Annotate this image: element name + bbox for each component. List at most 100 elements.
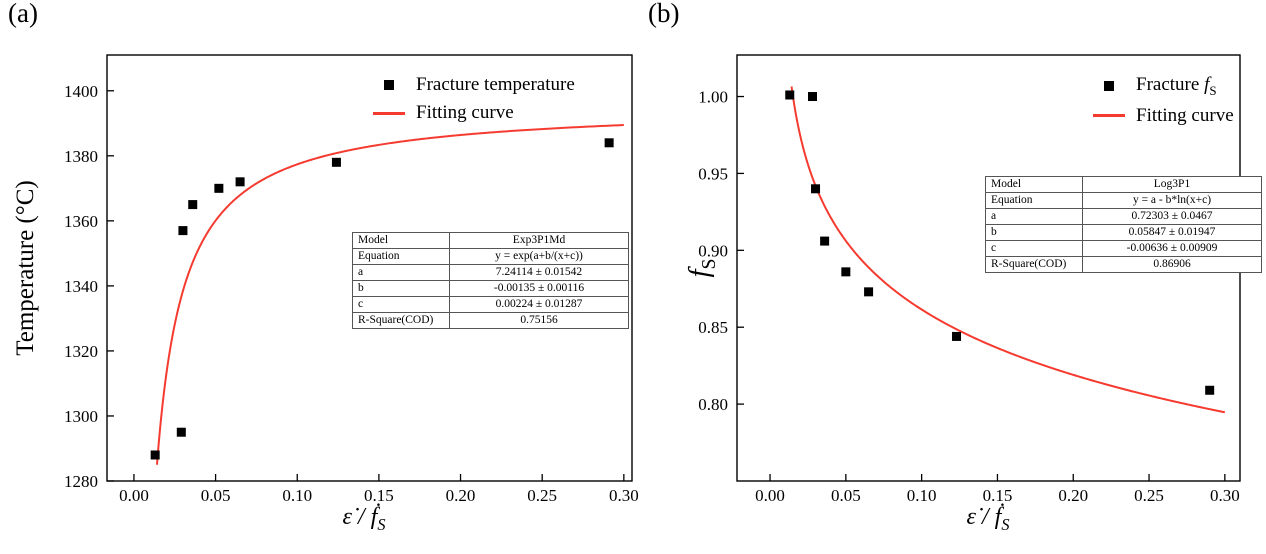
y-tick-label: 1360 xyxy=(64,212,98,231)
x-tick-label: 0.25 xyxy=(1134,486,1164,505)
legend-marker-slot xyxy=(1092,114,1126,118)
label-subscript: S xyxy=(377,514,386,534)
fit-results-inset: Model Log3P1 Equation y = a - b*ln(x+c) a 0.7… xyxy=(985,176,1262,273)
fit-param-name: c xyxy=(352,296,450,313)
fit-table-row: Model Exp3P1Md xyxy=(352,232,629,249)
fit-param-value: -0.00636 ± 0.00909 xyxy=(1082,240,1262,257)
x-tick-label: 0.05 xyxy=(201,486,231,505)
fit-table-row: Equation y = a - b*ln(x+c) xyxy=(985,192,1262,209)
x-axis-label: ε̇ / ḟS xyxy=(967,504,1010,535)
panel-label-a: (a) xyxy=(8,0,38,28)
fit-param-value: -0.00135 ± 0.00116 xyxy=(449,280,629,297)
x-tick-label: 0.30 xyxy=(609,486,639,505)
data-point-marker xyxy=(1205,385,1215,395)
x-tick-label: 0.00 xyxy=(119,486,149,505)
data-point-marker xyxy=(811,184,821,194)
fit-param-name: Equation xyxy=(352,248,450,265)
fit-param-value: 0.00224 ± 0.01287 xyxy=(449,296,629,313)
fit-param-name: R-Square(COD) xyxy=(985,256,1083,273)
data-point-marker xyxy=(188,200,198,210)
fit-results-table: Model Exp3P1Md Equation y = exp(a+b/(x+c)) a… xyxy=(352,232,629,329)
data-point-marker xyxy=(176,427,186,437)
fit-param-name: a xyxy=(985,208,1083,225)
y-tick-label: 1280 xyxy=(64,472,98,491)
fit-param-value: y = exp(a+b/(x+c)) xyxy=(449,248,629,265)
data-point-marker xyxy=(807,92,817,102)
fit-param-name: c xyxy=(985,240,1083,257)
x-tick-label: 0.25 xyxy=(527,486,557,505)
label-subscript: S xyxy=(697,258,720,270)
fit-param-name: R-Square(COD) xyxy=(352,312,450,329)
fit-table-row: b -0.00135 ± 0.00116 xyxy=(352,280,629,297)
x-tick-label: 0.20 xyxy=(1058,486,1088,505)
legend-entry: Fracture fS xyxy=(1092,74,1234,99)
scatter-marker-icon xyxy=(1104,81,1114,92)
legend-label: Fracture temperature xyxy=(416,74,575,96)
fit-param-value: y = a - b*ln(x+c) xyxy=(1082,192,1262,209)
data-point-marker xyxy=(864,287,874,297)
fitting-curve xyxy=(155,124,624,465)
fit-param-name: Model xyxy=(352,232,450,249)
fit-table-row: b 0.05847 ± 0.01947 xyxy=(985,224,1262,241)
fit-table-row: Equation y = exp(a+b/(x+c)) xyxy=(352,248,629,265)
data-point-marker xyxy=(178,226,188,236)
label-text: Fracture temperature xyxy=(416,74,575,95)
fitting-curve xyxy=(790,86,1226,414)
fit-table-row: a 7.24114 ± 0.01542 xyxy=(352,264,629,281)
y-tick-label: 1300 xyxy=(64,407,98,426)
data-point-marker xyxy=(235,177,245,187)
fit-param-value: 0.05847 ± 0.01947 xyxy=(1082,224,1262,241)
legend: Fracture fS Fitting curve xyxy=(1092,74,1234,127)
y-tick-label: 0.90 xyxy=(698,241,728,260)
y-tick-label: 0.80 xyxy=(698,395,728,414)
legend-entry: Fitting curve xyxy=(1092,105,1234,127)
fit-table-row: a 0.72303 ± 0.0467 xyxy=(985,208,1262,225)
label-math: f xyxy=(1204,74,1210,95)
chart-b: 0.00 0.05 0.10 0.15 0.20 0.25 0.30 0.80 0.85 0.90… xyxy=(698,54,1241,505)
fit-param-name: b xyxy=(985,224,1083,241)
fit-results-table: Model Log3P1 Equation y = a - b*ln(x+c) a 0.7… xyxy=(985,176,1262,273)
data-point-marker xyxy=(214,183,224,193)
data-point-marker xyxy=(604,138,614,148)
x-tick-label: 0.10 xyxy=(282,486,312,505)
fit-param-value: 0.72303 ± 0.0467 xyxy=(1082,208,1262,225)
fit-param-name: Equation xyxy=(985,192,1083,209)
label-text: Fitting curve xyxy=(1136,104,1234,126)
fit-param-name: b xyxy=(352,280,450,297)
legend-entry: Fracture temperature xyxy=(372,74,575,96)
x-tick-label: 0.10 xyxy=(907,486,937,505)
legend-label: Fitting curve xyxy=(416,102,514,124)
fit-param-name: Model xyxy=(985,176,1083,193)
x-tick-label: 0.00 xyxy=(755,486,785,505)
fit-param-value: 0.86906 xyxy=(1082,256,1262,273)
panel-label-b: (b) xyxy=(648,0,680,28)
y-tick-label: 1340 xyxy=(64,277,98,296)
legend-entry: Fitting curve xyxy=(372,102,575,124)
label-text: Fracture xyxy=(1136,74,1205,95)
data-point-marker xyxy=(820,236,830,246)
fit-table-row: Model Log3P1 xyxy=(985,176,1262,193)
fit-param-value: 0.75156 xyxy=(449,312,629,329)
x-tick-label: 0.05 xyxy=(831,486,861,505)
x-tick-label: 0.15 xyxy=(364,486,394,505)
fit-line-icon xyxy=(373,111,405,115)
label-math: ε̇ / ḟ xyxy=(966,504,1002,530)
fit-param-value: 7.24114 ± 0.01542 xyxy=(449,264,629,281)
data-point-marker xyxy=(952,331,962,341)
panel-a: (a) 0.00 0.05 0.10 0.15 0.20 0.25 0.30 1280 1300… xyxy=(8,0,639,535)
y-axis-label: Temperature (°C) xyxy=(12,180,40,356)
x-tick-label: 0.30 xyxy=(1210,486,1240,505)
label-math: ε̇ / ḟ xyxy=(342,504,378,530)
label-text: Fitting curve xyxy=(416,102,514,123)
x-axis-label: ε̇ / ḟS xyxy=(343,504,386,535)
legend-label: Fracture fS xyxy=(1136,74,1217,99)
y-tick-label: 1400 xyxy=(64,82,98,101)
fit-line-icon xyxy=(1093,114,1125,118)
data-point-marker xyxy=(331,157,341,167)
legend-marker-slot xyxy=(372,111,406,115)
x-tick-label: 0.15 xyxy=(983,486,1013,505)
legend: Fracture temperature Fitting curve xyxy=(372,74,575,124)
fit-table-row: c -0.00636 ± 0.00909 xyxy=(985,240,1262,257)
scatter-marker-icon xyxy=(384,80,394,90)
